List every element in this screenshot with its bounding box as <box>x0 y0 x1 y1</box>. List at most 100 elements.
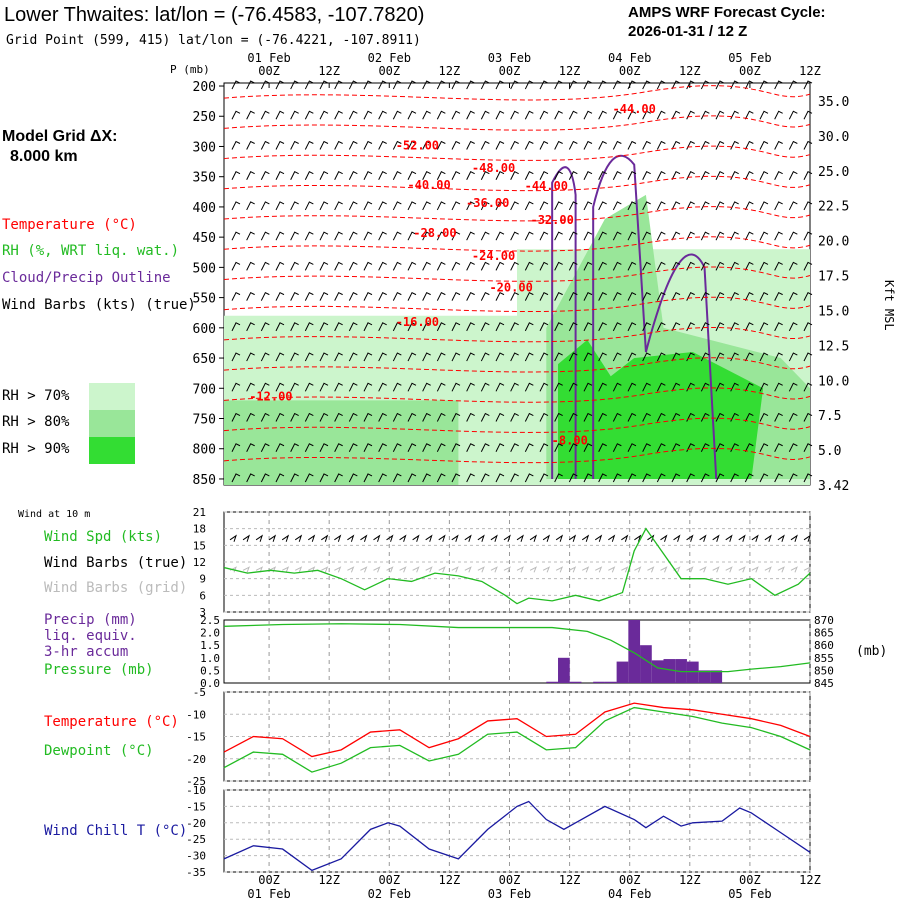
model-grid-label: Model Grid ΔX: <box>2 128 118 145</box>
wind-barb-true <box>634 534 642 542</box>
wind-barb <box>422 352 431 362</box>
wind-barb <box>246 291 255 301</box>
wind-barb <box>466 412 475 422</box>
wind-barb <box>612 140 622 150</box>
wind-barb <box>260 110 270 120</box>
wind-10m-label: Wind at 10 m <box>18 509 91 520</box>
wind-barb <box>319 473 329 483</box>
wind-barb <box>334 443 343 452</box>
wind-barb <box>788 201 798 211</box>
wind-barb <box>348 443 358 452</box>
pressure-tick-label: 855 <box>814 652 834 665</box>
wind-barb-grid <box>790 566 798 573</box>
wind-barb <box>422 201 431 211</box>
wind-barb <box>334 140 343 150</box>
wind-barb <box>392 171 402 180</box>
wind-barb <box>260 412 270 422</box>
wind-barb <box>774 352 783 362</box>
model-grid: Model Grid ΔX: 8.000 km <box>2 127 118 167</box>
wind-barb-grid <box>595 566 603 573</box>
wind-barb <box>392 322 402 332</box>
wind-barb <box>803 443 813 452</box>
wind-barb-true <box>581 534 590 542</box>
wind-barb <box>803 412 813 422</box>
wind-barb <box>466 80 475 90</box>
wind-barb <box>627 110 637 120</box>
wind-barb <box>319 201 329 211</box>
wind-barb <box>304 80 314 90</box>
wind-barb <box>334 412 343 422</box>
wind-barb <box>774 110 783 120</box>
bottom-hour-label: 00Z <box>739 873 761 887</box>
wind-barb <box>246 140 255 150</box>
wind-barb-true <box>451 534 459 542</box>
wind-barb <box>788 473 798 483</box>
wind-barb <box>539 443 549 452</box>
wind-barb <box>612 473 622 483</box>
temperature-contour <box>223 236 811 252</box>
wind-barb <box>436 322 446 332</box>
wind-barb <box>642 201 651 211</box>
wind-barbs-group <box>231 80 813 483</box>
wind-barb <box>363 80 373 90</box>
wind-barb <box>612 443 622 452</box>
wind-barb-grid <box>582 566 590 573</box>
wind-barb <box>524 473 534 483</box>
pressure-tick-label: 865 <box>814 627 834 640</box>
wind-barb <box>583 261 593 271</box>
wind-barb <box>568 231 578 241</box>
rh80-region <box>224 400 459 485</box>
wind-barb <box>348 110 358 120</box>
wind-barb <box>290 261 299 271</box>
temperature-contour-label: -36.00 <box>466 196 509 210</box>
wind-barb <box>627 291 637 301</box>
wind-barb <box>480 140 490 150</box>
wind-barb <box>715 352 725 362</box>
wind-barb <box>348 382 358 392</box>
wind-barb <box>744 171 754 180</box>
wind-barb <box>495 382 505 392</box>
wind-barb-grid <box>764 566 772 573</box>
wind-barb <box>510 291 519 301</box>
top-hour-label: 00Z <box>378 64 400 78</box>
top-date-label: 04 Feb <box>608 51 651 65</box>
wind-barb <box>378 231 387 241</box>
wind-barb <box>246 231 255 241</box>
chill-tick-label: -20 <box>186 817 206 830</box>
wind-barb <box>275 140 285 150</box>
wind-barb <box>788 291 798 301</box>
wind-barb <box>759 443 769 452</box>
wind-barb <box>627 382 637 392</box>
wind-barb <box>451 352 461 362</box>
wind-barb <box>246 110 255 120</box>
wind-barb <box>612 80 622 90</box>
forecast-cycle-line2: 2026-01-31 / 12 Z <box>628 23 748 40</box>
wind-barb <box>422 80 431 90</box>
wind-barb <box>700 171 710 180</box>
wind-barb <box>480 473 490 483</box>
wind-barb <box>656 443 666 452</box>
wind-barb <box>598 171 607 180</box>
wind-barb <box>598 443 607 452</box>
wind-barb <box>231 80 241 90</box>
wind-barb <box>510 322 519 332</box>
wind-barb <box>466 352 475 362</box>
wind-barb-true <box>281 534 290 542</box>
top-hour-label: 12Z <box>679 64 701 78</box>
wind-barb <box>583 322 593 332</box>
wind-barb <box>451 80 461 90</box>
wind-barb <box>495 473 505 483</box>
wind-barb <box>524 322 534 332</box>
wind-barb <box>598 322 607 332</box>
wind-barb-true <box>438 534 446 542</box>
wind-barb <box>568 382 578 392</box>
wind-barb-grid <box>777 566 785 573</box>
wind-barb <box>774 231 783 241</box>
wind-barb <box>348 171 358 180</box>
wind-barb <box>510 412 519 422</box>
wind-barb <box>495 110 505 120</box>
wind-barb <box>436 412 446 422</box>
pressure-tick-label: 400 <box>193 201 216 216</box>
wind-barb <box>803 322 813 332</box>
bottom-hour-label: 12Z <box>799 873 821 887</box>
